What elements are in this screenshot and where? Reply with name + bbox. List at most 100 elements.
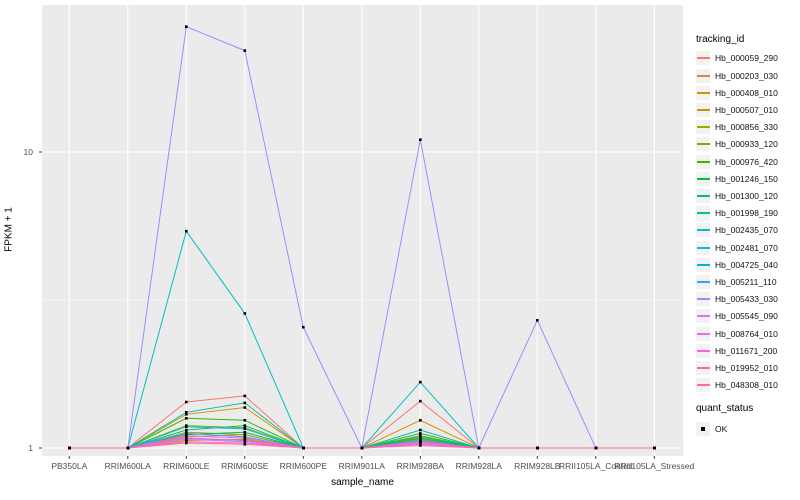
data-point — [185, 229, 188, 233]
legend-entry: Hb_000507_010 — [696, 101, 778, 118]
data-point — [302, 325, 305, 329]
data-point — [419, 138, 422, 141]
legend-entry: Hb_001246_150 — [696, 170, 778, 187]
data-point — [419, 436, 422, 440]
legend-entry: Hb_000976_420 — [696, 153, 778, 170]
data-point — [243, 433, 247, 436]
x-tick-label: RRIM928LA — [455, 461, 502, 471]
data-point — [302, 446, 305, 450]
legend-title-quant-status: quant_status — [696, 403, 754, 414]
legend-entry-label: Hb_000059_290 — [715, 53, 778, 64]
data-point — [243, 394, 247, 398]
data-point — [594, 446, 598, 450]
x-tick-label: RRIM928BA — [396, 461, 444, 471]
legend-entry: Hb_001998_190 — [696, 205, 778, 222]
legend-key-icon — [696, 120, 710, 135]
legend-entry: Hb_000203_030 — [696, 67, 778, 84]
legend-entry: Hb_000856_330 — [696, 119, 778, 136]
legend-key-line-icon — [696, 246, 710, 249]
legend-entry-label: OK — [715, 423, 728, 434]
data-point — [185, 432, 188, 435]
legend-key-icon — [696, 188, 710, 203]
legend-key-icon — [696, 223, 710, 238]
legend-key-line-icon — [696, 315, 710, 318]
legend-key-icon — [696, 292, 710, 307]
y-axis-title: FPKM + 1 — [3, 207, 15, 252]
data-point — [185, 411, 188, 414]
data-point — [419, 399, 422, 403]
data-point — [243, 431, 247, 434]
legend-key-icon — [696, 326, 710, 341]
legend-key-icon — [696, 85, 710, 100]
legend-entry: Hb_000059_290 — [696, 50, 778, 67]
x-tick-label: PB350LA — [51, 461, 88, 471]
x-tick-label: RRIM600PE — [279, 461, 327, 471]
plot-panel — [42, 5, 683, 456]
legend-key-line-icon — [696, 143, 710, 146]
legend-entry: Hb_005433_030 — [696, 291, 778, 308]
legend-entry: Hb_002435_070 — [696, 222, 778, 239]
x-tick-label: RRIM928LB — [514, 461, 561, 471]
legend-entry: Hb_011671_200 — [696, 342, 777, 359]
legend-key-line-icon — [696, 126, 710, 129]
legend-key-icon — [696, 154, 710, 169]
data-point — [185, 25, 188, 28]
y-tick-label: 1 — [28, 442, 33, 453]
legend-entry: Hb_019952_010 — [696, 359, 778, 376]
legend-key-line-icon — [696, 332, 710, 335]
data-point — [653, 446, 656, 450]
legend-key-icon — [696, 171, 710, 186]
data-point — [536, 446, 539, 450]
legend-entry: Hb_004725_040 — [696, 256, 778, 273]
data-point — [419, 444, 422, 447]
legend-entry-label: Hb_000976_420 — [715, 156, 778, 167]
legend-entry-label: Hb_002435_070 — [715, 225, 778, 236]
legend-key-line-icon — [696, 384, 710, 387]
legend-key-line-icon — [696, 91, 710, 94]
x-tick-label: RRII105LA_Stressed — [614, 461, 695, 471]
data-point — [419, 419, 422, 422]
legend-entry: Hb_005545_090 — [696, 308, 778, 325]
legend-entry: Hb_000933_120 — [696, 136, 778, 153]
x-tick-label: RRIM600SE — [221, 461, 269, 471]
legend-entry-label: Hb_000507_010 — [715, 104, 778, 115]
legend-entry-label: Hb_011671_200 — [715, 345, 778, 356]
data-point — [477, 446, 481, 450]
data-point — [243, 312, 247, 315]
legend-entry-label: Hb_048308_010 — [715, 380, 778, 391]
legend-key-line-icon — [696, 349, 710, 352]
legend-entry: Hb_000408_010 — [696, 84, 778, 101]
x-tick-label: RRII105LA_Control — [558, 461, 633, 471]
legend-key-line-icon — [696, 229, 710, 232]
data-point — [185, 417, 188, 420]
data-point — [68, 446, 71, 450]
legend-key-line-icon — [696, 366, 710, 369]
legend-key-line-icon — [696, 212, 710, 215]
x-axis-title: sample_name — [331, 477, 394, 488]
legend-entry-label: Hb_008764_010 — [715, 328, 778, 339]
legend-entry: Hb_002481_070 — [696, 239, 778, 256]
legend-title-tracking-id: tracking_id — [696, 34, 745, 45]
data-point — [243, 401, 247, 405]
legend-entry-ok: OK — [696, 420, 727, 437]
legend-key-icon — [696, 240, 710, 255]
legend-entry-label: Hb_000203_030 — [715, 70, 778, 81]
legend-key-line-icon — [696, 108, 710, 111]
legend-entry-label: Hb_000933_120 — [715, 139, 778, 150]
data-point — [185, 436, 188, 440]
legend-entry-label: Hb_000856_330 — [715, 122, 778, 133]
data-point — [419, 432, 422, 435]
legend-key-line-icon — [696, 263, 710, 266]
legend-entry: Hb_008764_010 — [696, 325, 778, 342]
y-tick-label: 10 — [23, 146, 33, 157]
legend-entry-label: Hb_005433_030 — [715, 294, 778, 305]
data-point — [419, 440, 422, 443]
legend-key-icon — [696, 206, 710, 221]
legend-key-icon — [696, 68, 710, 83]
data-point — [243, 427, 247, 431]
legend-entry-label: Hb_000408_010 — [715, 87, 778, 98]
legend-key-line-icon — [696, 160, 710, 163]
legend-key-icon — [696, 378, 710, 393]
